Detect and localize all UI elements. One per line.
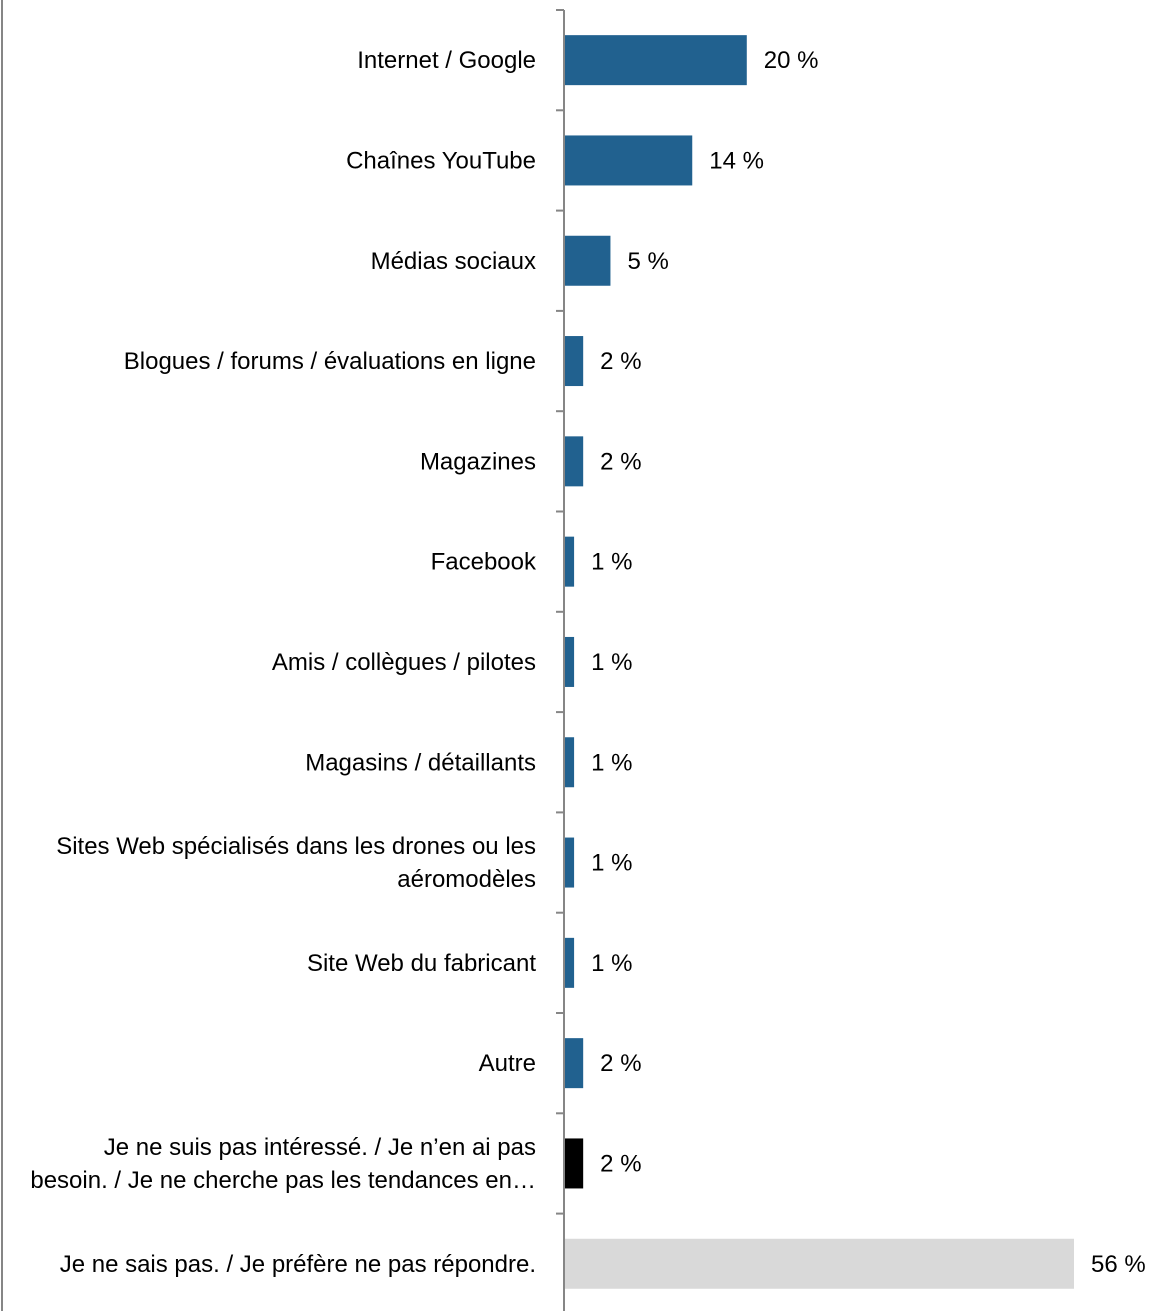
data-label: 1 % xyxy=(591,850,632,877)
bar xyxy=(565,336,584,387)
category-label: Blogues / forums / évaluations en ligne xyxy=(124,348,536,375)
data-label: 1 % xyxy=(591,649,632,676)
bar xyxy=(565,35,747,86)
bar xyxy=(565,737,575,788)
bar xyxy=(565,1238,1074,1289)
category-label: Je ne sais pas. / Je préfère ne pas répo… xyxy=(60,1251,536,1278)
data-label: 2 % xyxy=(600,1050,641,1077)
data-label: 14 % xyxy=(709,147,764,174)
category-label: Site Web du fabricant xyxy=(307,950,536,977)
bar xyxy=(565,937,575,988)
category-label: Amis / collègues / pilotes xyxy=(272,649,536,676)
category-label: Je ne suis pas intéressé. / Je n’en ai p… xyxy=(104,1134,536,1161)
category-labels: Internet / Google Chaînes YouTube Médias s… xyxy=(30,47,537,1278)
y-axis-ticks xyxy=(556,9,564,1315)
data-label: 20 % xyxy=(764,47,819,74)
bar xyxy=(565,1038,584,1089)
data-label: 56 % xyxy=(1091,1251,1146,1278)
data-label: 1 % xyxy=(591,749,632,776)
bars xyxy=(565,35,1074,1289)
data-label: 1 % xyxy=(591,950,632,977)
category-label: Chaînes YouTube xyxy=(346,147,536,174)
category-label: Internet / Google xyxy=(357,47,536,74)
bar xyxy=(565,436,584,487)
category-label: Médias sociaux xyxy=(371,248,536,275)
bar xyxy=(565,536,575,587)
bar xyxy=(565,135,693,186)
category-label: Facebook xyxy=(431,549,537,576)
category-label: aéromodèles xyxy=(397,866,536,893)
data-label: 1 % xyxy=(591,549,632,576)
category-label: besoin. / Je ne cherche pas les tendance… xyxy=(30,1167,536,1194)
data-label: 2 % xyxy=(600,448,641,475)
bar xyxy=(565,235,611,286)
data-labels: 20 % 14 % 5 % 2 % 2 % 1 % 1 % 1 % 1 % 1 % 2 % 2 % 56… xyxy=(591,47,1146,1278)
category-label: Sites Web spécialisés dans les drones ou… xyxy=(56,833,536,860)
bar xyxy=(565,1138,584,1189)
category-label: Magazines xyxy=(420,448,536,475)
bar xyxy=(565,837,575,888)
data-label: 2 % xyxy=(600,348,641,375)
category-label: Magasins / détaillants xyxy=(305,749,536,776)
data-label: 5 % xyxy=(627,248,668,275)
data-label: 2 % xyxy=(600,1150,641,1177)
bar xyxy=(565,636,575,687)
category-label: Autre xyxy=(479,1050,536,1077)
